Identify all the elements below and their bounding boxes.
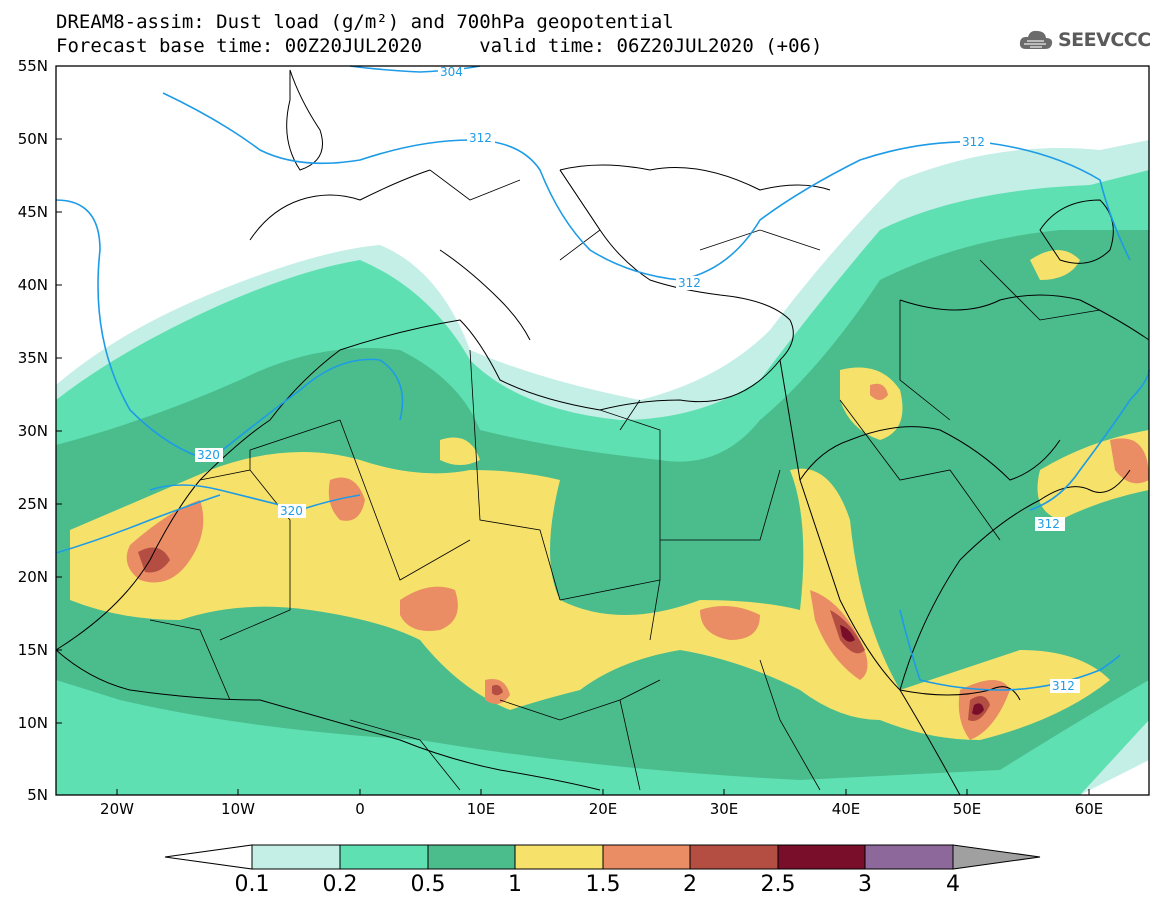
lat-label: 25N (17, 495, 48, 513)
axis-ticks (56, 65, 1090, 795)
colorbar-label: 4 (946, 872, 960, 897)
logo-text: SEEVCCC (1058, 29, 1151, 51)
contour-labels: 304 312 312 312 312 320 320 312 (195, 65, 1080, 693)
country-borders (149, 169, 1101, 791)
colorbar-label: 0.1 (234, 872, 270, 897)
lat-label: 10N (17, 714, 48, 732)
lat-label: 20N (17, 568, 48, 586)
lon-label: 10W (221, 800, 255, 818)
colorbar-label: 2 (683, 872, 697, 897)
contour-label: 312 (1037, 517, 1060, 531)
cloud-icon (1019, 30, 1053, 49)
contour-label: 320 (197, 448, 220, 462)
colorbar-label: 2.5 (760, 872, 796, 897)
lon-label: 60E (1074, 800, 1104, 818)
lon-label: 0 (355, 800, 365, 818)
lat-label: 40N (17, 276, 48, 294)
seevccc-logo: SEEVCCC (1018, 24, 1151, 56)
colorbar-label: 0.2 (322, 872, 358, 897)
lon-label: 50E (952, 800, 982, 818)
colorbar-label: 1.5 (585, 872, 621, 897)
lon-label: 10E (466, 800, 496, 818)
contour-label: 312 (1052, 679, 1075, 693)
lon-label: 40E (831, 800, 861, 818)
lat-label: 5N (27, 786, 48, 804)
colorbar-label: 1 (508, 872, 522, 897)
lat-label: 15N (17, 641, 48, 659)
contour-label: 320 (280, 504, 303, 518)
colorbar-label: 0.5 (410, 872, 446, 897)
contour-label: 312 (469, 131, 492, 145)
coastlines (55, 69, 1150, 796)
lat-label: 50N (17, 130, 48, 148)
lon-label: 20W (100, 800, 134, 818)
contour-label: 304 (440, 65, 463, 79)
contour-label: 312 (962, 135, 985, 149)
lat-label: 55N (17, 57, 48, 75)
map-title: DREAM8-assim: Dust load (g/m²) and 700hP… (56, 11, 674, 33)
colorbar (164, 844, 1041, 870)
lat-label: 35N (17, 349, 48, 367)
contour-label: 312 (678, 276, 701, 290)
dust-fields (56, 66, 1149, 795)
lat-label: 45N (17, 203, 48, 221)
lon-label: 20E (588, 800, 618, 818)
forecast-time-line: Forecast base time: 00Z20JUL2020 valid t… (56, 35, 823, 57)
colorbar-label: 3 (858, 872, 872, 897)
lon-label: 30E (709, 800, 739, 818)
lat-label: 30N (17, 422, 48, 440)
